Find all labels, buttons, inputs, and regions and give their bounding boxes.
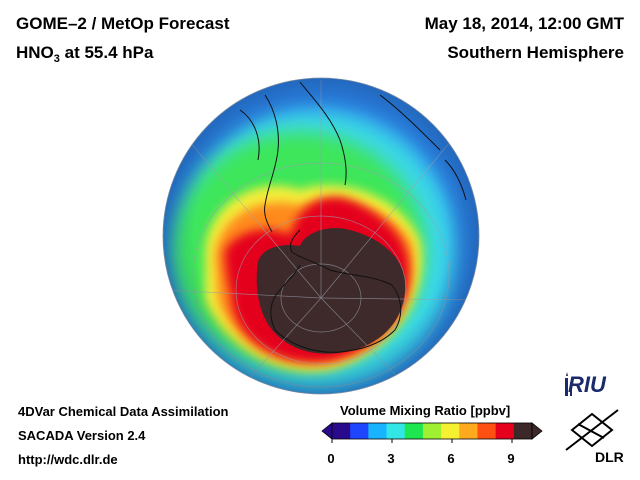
colorbar-segment [368, 423, 388, 439]
colorbar-segment [350, 423, 369, 439]
colorbar [321, 422, 543, 443]
footer-method: 4DVar Chemical Data Assimilation [18, 404, 229, 419]
species-subscript: 3 [53, 53, 60, 65]
colorbar-segment [513, 423, 533, 439]
colorbar-segment [422, 423, 442, 439]
colorbar-left-arrow [321, 422, 333, 440]
dlr-logo-text: DLR [595, 449, 624, 465]
globe-outline [162, 77, 480, 395]
colorbar-tick-label: 3 [387, 451, 395, 466]
colorbar-segment [332, 423, 351, 439]
species-main: HNO [16, 43, 54, 62]
colorbar-title: Volume Mixing Ratio [ppbv] [340, 403, 511, 418]
colorbar-tick-label: 6 [447, 451, 455, 466]
colorbar-segment [386, 423, 406, 439]
dlr-logo-mark [565, 409, 619, 451]
colorbar-tick-label: 9 [507, 451, 515, 466]
colorbar-segment [441, 423, 460, 439]
colorbar-segment [477, 423, 497, 439]
colorbar-frame [331, 422, 533, 440]
footer-version: SACADA Version 2.4 [18, 428, 146, 443]
colorbar-tick-label: 0 [327, 451, 335, 466]
footer-url[interactable]: http://wdc.dlr.de [18, 452, 118, 467]
colorbar-segment [404, 423, 424, 439]
species-label: HNO3 at 55.4 hPa [16, 43, 154, 65]
colorbar-segment [459, 423, 478, 439]
date-label: May 18, 2014, 12:00 GMT [424, 14, 624, 33]
colorbar-right-arrow [531, 422, 543, 440]
riu-logo-text: RIU [568, 372, 606, 397]
species-level: at 55.4 hPa [59, 43, 154, 62]
hemisphere-label: Southern Hemisphere [447, 43, 624, 62]
colorbar-segment [495, 423, 515, 439]
riu-logo-mark [565, 372, 572, 396]
map-title: GOME–2 / MetOp Forecast [16, 14, 230, 33]
